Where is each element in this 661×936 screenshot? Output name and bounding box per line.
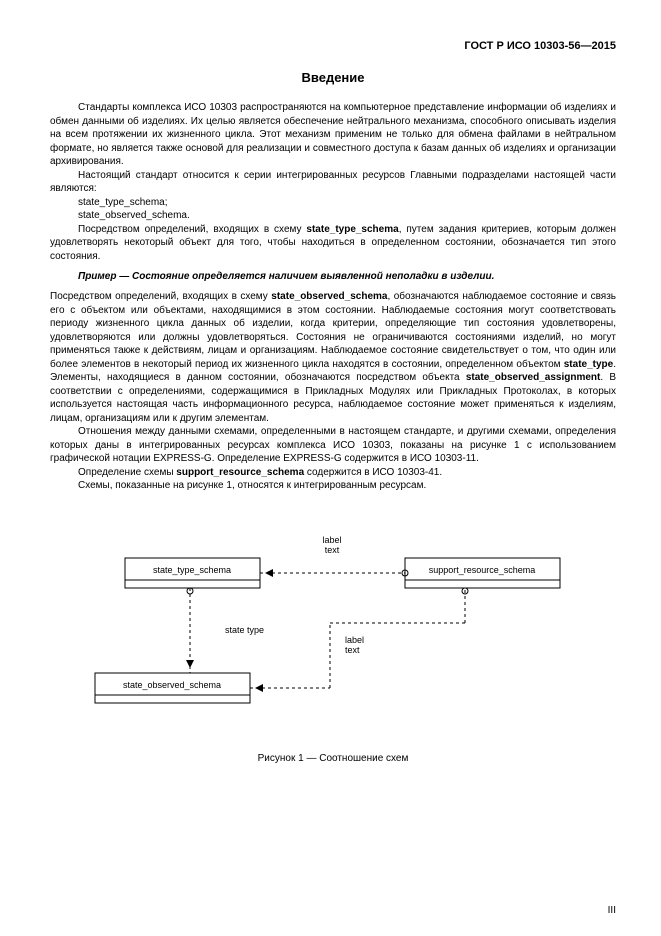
diagram-svg: state_type_schema support_resource_schem… [70,533,590,723]
intro-para-6: Определение схемы support_resource_schem… [50,466,616,480]
text: Посредством определений, входящих в схем… [50,291,271,302]
page-title: Введение [50,70,616,85]
edge-label: text [325,545,340,555]
intro-para-4: Посредством определений, входящих в схем… [50,290,616,425]
page: ГОСТ Р ИСО 10303-56—2015 Введение Станда… [0,0,661,936]
text: содержится в ИСО 10303-41. [304,467,442,478]
schema-item-2: state_observed_schema. [78,209,616,223]
intro-para-7: Схемы, показанные на рисунке 1, относятс… [50,479,616,493]
intro-para-3: Посредством определений, входящих в схем… [50,223,616,264]
schema-ref: state_type_schema [306,224,398,235]
box-label: support_resource_schema [429,565,536,575]
doc-header: ГОСТ Р ИСО 10303-56—2015 [50,40,616,52]
entity-ref: state_observed_assignment [466,372,601,383]
edge-label: label [345,635,364,645]
page-number: III [608,905,616,916]
intro-para-5: Отношения между данными схемами, определ… [50,425,616,466]
figure-caption: Рисунок 1 — Соотношение схем [50,753,616,764]
intro-para-1: Стандарты комплекса ИСО 10303 распростра… [50,101,616,169]
edge-label: label [322,535,341,545]
schema-ref: state_observed_schema [271,291,387,302]
text: Определение схемы [78,467,176,478]
expressg-diagram: state_type_schema support_resource_schem… [50,533,616,723]
edge-label: state type [225,625,264,635]
intro-para-2: Настоящий стандарт относится к серии инт… [50,169,616,196]
text: Посредством определений, входящих в схем… [78,224,306,235]
example-line: Пример — Состояние определяется наличием… [78,271,616,282]
entity-ref: state_type [564,359,613,370]
edge-label: text [345,645,360,655]
text: , обозначаются наблюдаемое состояние и с… [50,291,616,370]
schema-item-1: state_type_schema; [78,196,616,210]
box-label: state_observed_schema [123,680,221,690]
box-label: state_type_schema [153,565,231,575]
schema-ref: support_resource_schema [176,467,304,478]
